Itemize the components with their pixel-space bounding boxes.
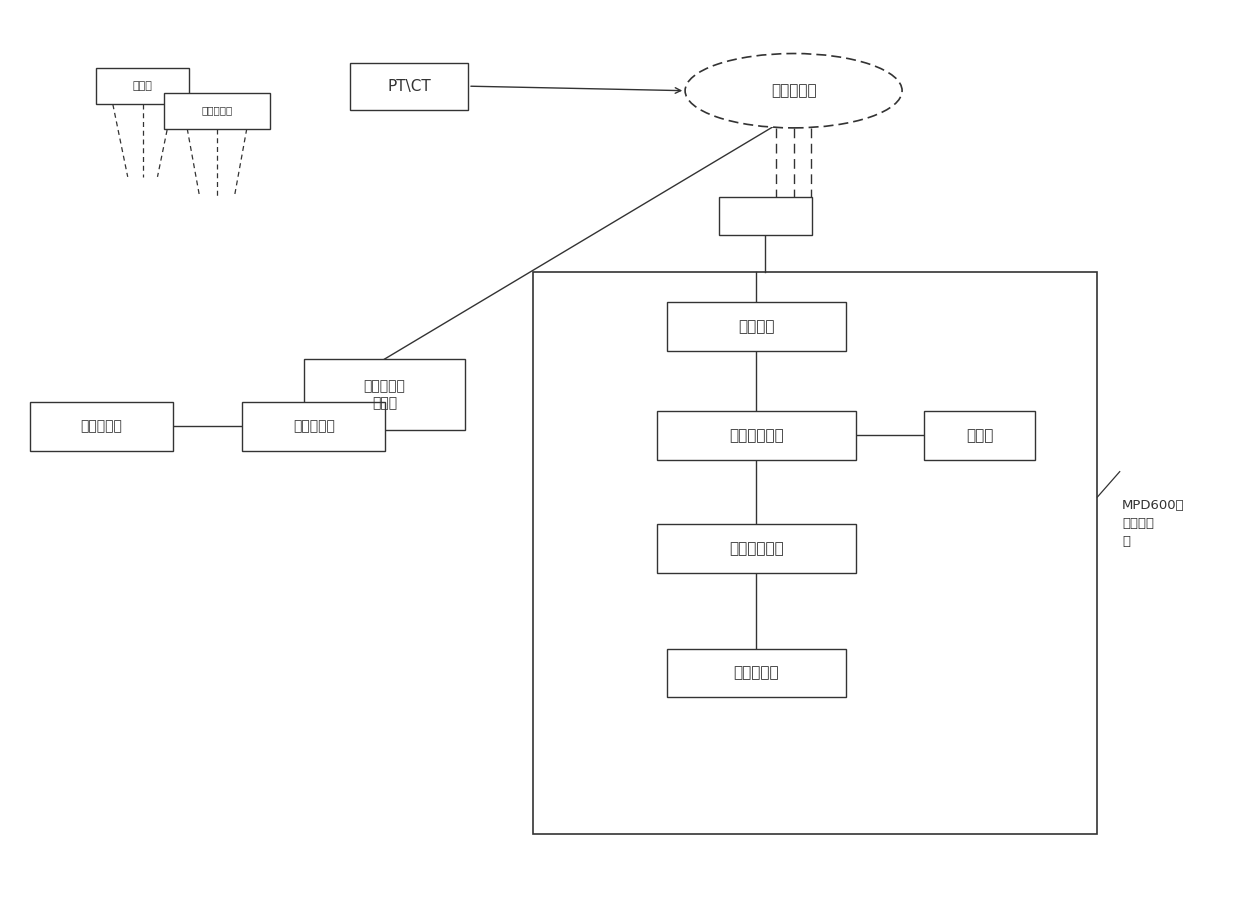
FancyBboxPatch shape [30,402,174,451]
Text: 光当处理器: 光当处理器 [201,105,233,116]
Text: 电光转换装置: 电光转换装置 [729,428,784,443]
FancyBboxPatch shape [657,411,856,460]
Text: 电压控制器: 电压控制器 [293,419,335,434]
Ellipse shape [684,54,903,128]
FancyBboxPatch shape [164,93,270,129]
Text: 变流器: 变流器 [133,81,153,92]
FancyBboxPatch shape [657,524,856,573]
Text: PT\CT: PT\CT [387,79,432,93]
Text: 耦合电容器: 耦合电容器 [771,83,816,98]
Text: 蓄电池: 蓄电池 [966,428,993,443]
Text: 隔离变压器: 隔离变压器 [81,419,123,434]
FancyBboxPatch shape [924,411,1035,460]
Text: 检测阻抗: 检测阻抗 [738,319,775,334]
Text: 无局放试验
变压器: 无局放试验 变压器 [363,379,405,410]
FancyBboxPatch shape [97,68,190,104]
Text: 移动工作站: 移动工作站 [734,666,779,680]
FancyBboxPatch shape [667,649,846,697]
FancyBboxPatch shape [667,302,846,351]
Text: 光电转换装置: 光电转换装置 [729,541,784,556]
FancyBboxPatch shape [243,402,384,451]
FancyBboxPatch shape [351,63,469,110]
FancyBboxPatch shape [304,359,465,430]
Text: MPD600局
放检测装
置: MPD600局 放检测装 置 [1122,499,1185,548]
FancyBboxPatch shape [719,197,811,235]
